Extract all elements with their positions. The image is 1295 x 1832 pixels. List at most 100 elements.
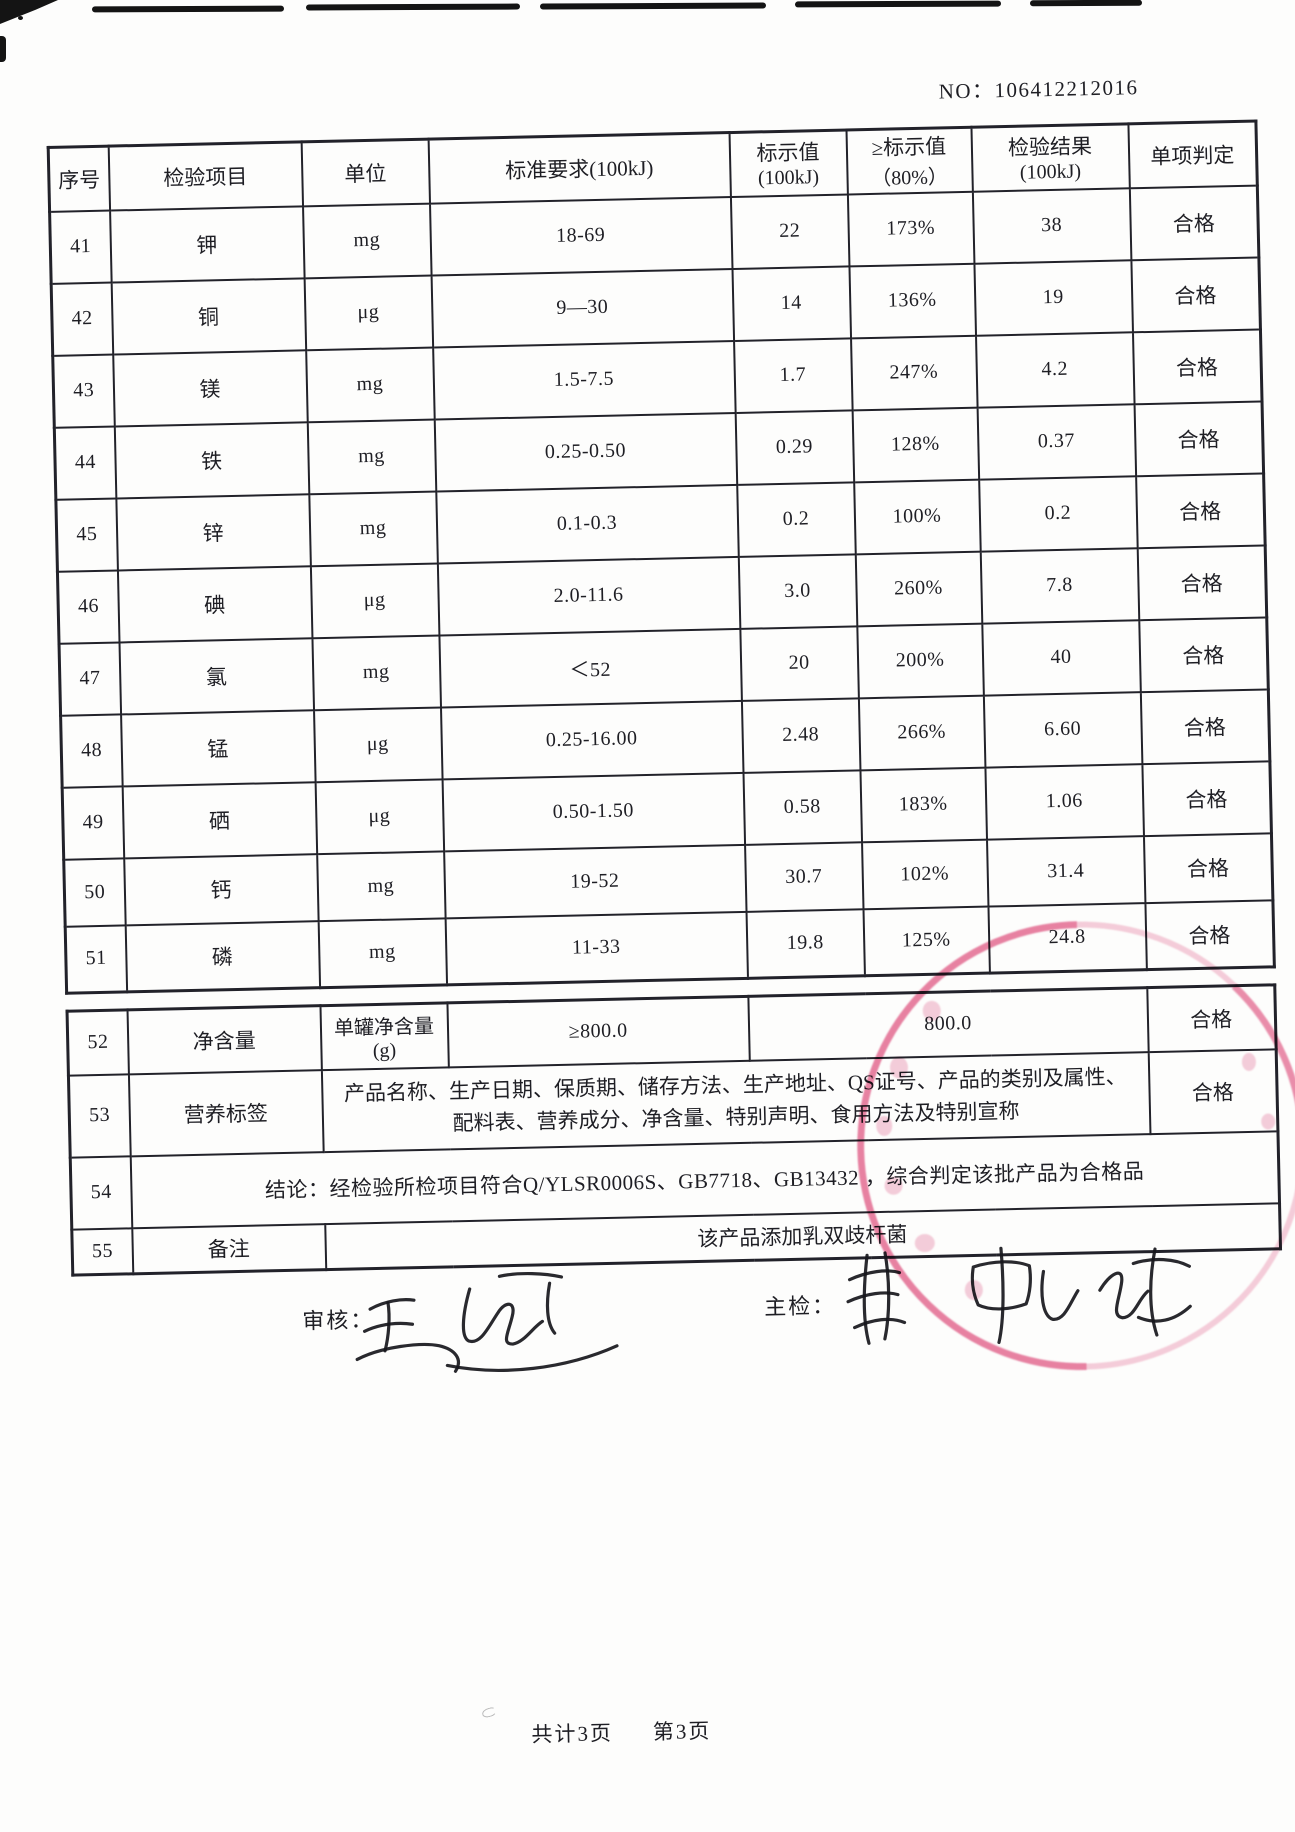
cell-no: 47 (59, 641, 121, 716)
total-pages: 共计3页 (531, 1720, 614, 1747)
cell-labeled: 20 (739, 625, 859, 701)
cell-ratio: 100% (853, 479, 981, 554)
cell-no: 45 (55, 498, 118, 572)
header-verdict: 单项判定 (1127, 121, 1258, 188)
cell-item: 钾 (109, 205, 305, 283)
cell-unit: mg (305, 347, 435, 422)
scan-noise-speck (18, 16, 23, 20)
cell-labeled: 19.8 (746, 908, 865, 979)
cell-standard: 0.1-0.3 (435, 484, 739, 564)
cell-ratio: 266% (858, 695, 985, 770)
cell-no: 48 (60, 713, 123, 788)
cell-no: 55 (71, 1227, 133, 1276)
cell-result: 38 (972, 187, 1131, 264)
page-footer: 共计3页 第3页 (531, 1715, 712, 1749)
cell-no: 54 (70, 1155, 132, 1230)
cell-ratio: 200% (856, 623, 984, 698)
scan-noise-blob (0, 36, 6, 62)
cell-ratio: 173% (847, 191, 974, 266)
cell-labeled: 22 (730, 193, 849, 269)
cell-labeled: 30.7 (744, 841, 863, 912)
cell-labeled: 0.2 (736, 481, 856, 557)
cell-result: 4.2 (975, 331, 1135, 408)
cell-standard: 0.25-0.50 (434, 412, 737, 492)
cell-verdict: 合格 (1130, 257, 1261, 332)
cell-labeled: 14 (731, 265, 851, 341)
cell-ratio: 183% (859, 767, 987, 842)
cell-ratio: 136% (848, 263, 976, 338)
cell-result: 19 (973, 259, 1133, 336)
cell-labeled: 1.7 (733, 337, 853, 413)
cell-no: 53 (68, 1073, 131, 1158)
cell-labeled: 3.0 (738, 553, 857, 629)
current-page: 第3页 (652, 1718, 712, 1745)
cell-ratio: 260% (855, 551, 982, 626)
reviewer-signature (355, 1272, 619, 1373)
cell-no: 41 (49, 210, 112, 284)
cell-item: 钙 (123, 853, 319, 925)
cell-result: 1.06 (984, 763, 1144, 840)
cell-no: 42 (51, 282, 113, 356)
cell-result: 7.8 (980, 547, 1139, 624)
cell-no: 46 (57, 569, 119, 644)
inspector-signatures (846, 1246, 1192, 1345)
cell-item: 碘 (117, 565, 312, 642)
header-unit: 单位 (301, 139, 430, 206)
cell-verdict: 合格 (1141, 760, 1272, 836)
header-result: 检验结果 (100kJ) (970, 123, 1130, 192)
header-standard: 标准要求(100kJ) (428, 132, 731, 204)
cell-result: 31.4 (986, 835, 1145, 907)
cell-item: 氯 (118, 637, 314, 714)
cell-verdict: 合格 (1135, 472, 1266, 548)
header-item: 检验项目 (108, 141, 303, 211)
cell-unit: μg (304, 275, 433, 350)
cell-unit: mg (316, 850, 446, 921)
cell-result: 800.0 (747, 987, 1149, 1061)
cell-unit: μg (313, 706, 443, 782)
cell-unit: μg (315, 778, 444, 854)
cell-item: 铜 (111, 277, 306, 355)
cell-standard: 11-33 (445, 911, 748, 985)
cell-verdict: 合格 (1146, 984, 1277, 1052)
cell-labeled: 0.29 (735, 409, 854, 485)
cell-no: 49 (62, 785, 124, 860)
cell-item: 镁 (112, 349, 308, 427)
cell-result: 0.2 (978, 475, 1138, 552)
cell-verdict: 合格 (1148, 1048, 1278, 1134)
cell-no: 44 (54, 426, 116, 500)
cell-item: 备注 (131, 1223, 326, 1274)
cell-ratio: 125% (862, 906, 990, 976)
cell-unit: 单罐净含量 (g) (319, 1002, 449, 1070)
cell-standard: 1.5-7.5 (432, 340, 736, 420)
cell-unit: mg (318, 917, 447, 988)
cell-unit: mg (311, 635, 441, 710)
cell-item: 营养标签 (128, 1069, 324, 1156)
cell-unit: mg (302, 203, 432, 278)
cell-no: 51 (65, 924, 127, 994)
cell-result: 24.8 (987, 902, 1147, 974)
cell-result: 40 (981, 619, 1141, 696)
cell-standard: ＜52 (438, 628, 742, 707)
cell-verdict: 合格 (1144, 899, 1275, 970)
cell-verdict: 合格 (1132, 329, 1263, 404)
cell-verdict: 合格 (1143, 832, 1273, 903)
cell-item: 磷 (125, 920, 320, 992)
cell-ratio: 128% (852, 407, 979, 482)
cell-no: 52 (67, 1009, 129, 1076)
cell-labeled: 0.58 (742, 769, 862, 845)
header-seq: 序号 (48, 146, 110, 212)
cell-unit: mg (307, 419, 436, 494)
inspection-results-table: 序号 检验项目 单位 标准要求(100kJ) 标示值 (100kJ) ≥标示值 （8… (46, 119, 1276, 995)
cell-standard: 18-69 (429, 196, 732, 276)
cell-standard: 2.0-11.6 (437, 556, 740, 636)
cell-verdict: 合格 (1140, 688, 1270, 764)
cell-ratio: 247% (850, 335, 978, 410)
cell-item: 硒 (122, 781, 317, 858)
cell-item: 净含量 (127, 1005, 322, 1074)
cell-verdict: 合格 (1138, 616, 1269, 692)
cell-item: 铁 (114, 421, 309, 499)
cell-standard: 0.50-1.50 (442, 772, 745, 851)
cell-no: 50 (63, 857, 126, 927)
header-labeled-value: 标示值 (100kJ) (729, 130, 848, 197)
